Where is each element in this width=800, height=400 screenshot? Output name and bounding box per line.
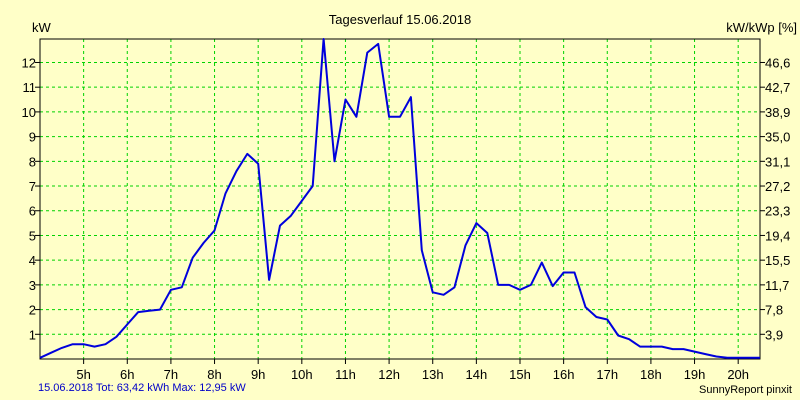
x-tick-label: 18h bbox=[640, 367, 662, 382]
y-tick-label-left: 6 bbox=[29, 204, 36, 219]
footer-credit: SunnyReport pinxit bbox=[699, 384, 792, 396]
y-tick-label-right: 19,4 bbox=[765, 228, 790, 243]
x-tick-label: 12h bbox=[378, 367, 400, 382]
x-tick-label: 5h bbox=[76, 367, 90, 382]
y-tick-label-left: 10 bbox=[22, 105, 36, 120]
y-tick-label-right: 38,9 bbox=[765, 105, 790, 120]
y-tick-label-left: 7 bbox=[29, 179, 36, 194]
x-tick-label: 10h bbox=[291, 367, 313, 382]
x-tick-label: 13h bbox=[422, 367, 444, 382]
x-tick-label: 16h bbox=[553, 367, 575, 382]
x-tick-label: 9h bbox=[251, 367, 265, 382]
footer-summary: 15.06.2018 Tot: 63,42 kWh Max: 12,95 kW bbox=[38, 382, 246, 394]
y-tick-label-left: 12 bbox=[22, 55, 36, 70]
x-tick-label: 11h bbox=[335, 367, 356, 382]
y-tick-label-left: 9 bbox=[29, 130, 36, 145]
x-tick-label: 8h bbox=[207, 367, 221, 382]
y-tick-label-left: 4 bbox=[29, 253, 36, 268]
y-axis-label-right: kW/kWp [%] bbox=[726, 20, 797, 35]
y-tick-label-right: 27,2 bbox=[765, 179, 790, 194]
y-tick-label-right: 46,6 bbox=[765, 55, 790, 70]
series-line bbox=[39, 38, 760, 359]
y-tick-label-right: 11,7 bbox=[765, 278, 789, 293]
y-tick-label-left: 5 bbox=[29, 228, 36, 243]
x-tick-label: 20h bbox=[727, 367, 749, 382]
y-tick-label-left: 8 bbox=[29, 154, 36, 169]
x-tick-label: 7h bbox=[164, 367, 178, 382]
axis-ticks: 5h 6h 7h 8h 9h 10h 11h 12h 13h 14h 15h 16h 17h 18h 19h… bbox=[22, 55, 791, 382]
grid bbox=[40, 39, 760, 359]
y-tick-label-right: 31,1 bbox=[765, 154, 790, 169]
x-tick-label: 14h bbox=[466, 367, 488, 382]
chart-title: Tagesverlauf 15.06.2018 bbox=[329, 12, 471, 27]
y-tick-label-right: 23,3 bbox=[765, 204, 790, 219]
y-tick-label-right: 3,9 bbox=[765, 327, 783, 342]
y-tick-label-right: 7,8 bbox=[765, 303, 783, 318]
y-tick-label-right: 15,5 bbox=[765, 253, 790, 268]
x-tick-label: 19h bbox=[684, 367, 706, 382]
y-axis-label-left: kW bbox=[32, 20, 52, 35]
y-tick-label-left: 1 bbox=[29, 327, 36, 342]
y-tick-label-left: 2 bbox=[29, 303, 36, 318]
y-tick-label-left: 11 bbox=[23, 80, 37, 95]
y-tick-label-left: 3 bbox=[29, 278, 36, 293]
x-tick-label: 15h bbox=[509, 367, 531, 382]
series-group bbox=[39, 38, 760, 359]
x-tick-label: 17h bbox=[596, 367, 618, 382]
plot-frame bbox=[39, 38, 761, 360]
x-tick-label: 6h bbox=[120, 367, 134, 382]
y-tick-label-right: 42,7 bbox=[765, 80, 790, 95]
y-tick-label-right: 35,0 bbox=[765, 130, 790, 145]
